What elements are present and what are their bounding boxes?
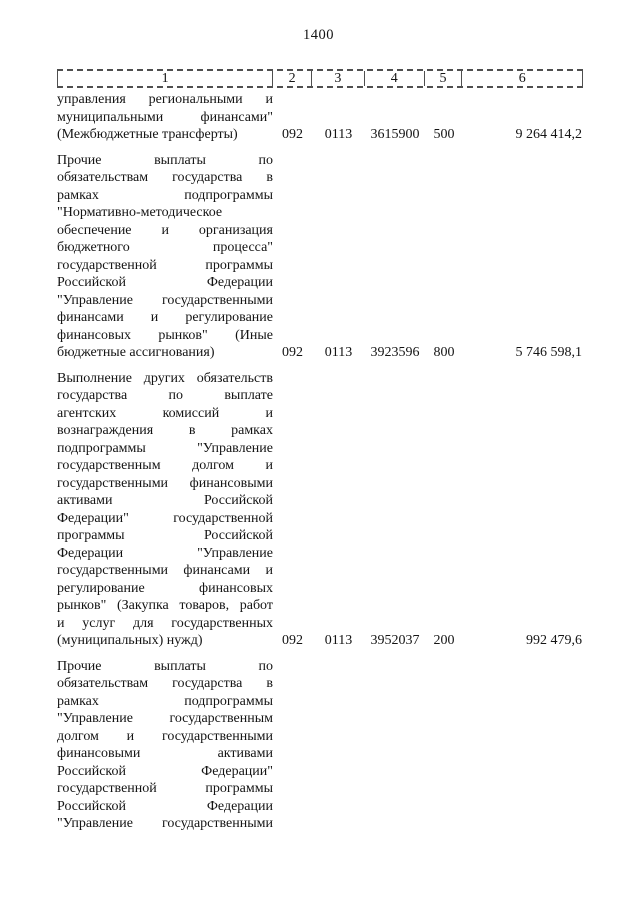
row-description-line: финансовыми активами (57, 746, 273, 761)
row-description-line: и услуг для государственных (57, 615, 273, 631)
row-code-cell: 500 (433, 127, 455, 142)
row-description-line: Федерации "Управление (57, 545, 273, 561)
row-description-line: Прочие выплаты по (57, 658, 273, 674)
row-code-cell: 092 (282, 127, 303, 142)
table-row: Прочие выплаты по обязательствам государс… (57, 658, 583, 833)
row-description-line: бюджетные ассигнования) (57, 345, 215, 360)
row-description-line: Российской Федерации (57, 275, 273, 290)
row-code-cell: 0113 (324, 633, 353, 648)
row-description-line: государственным долгом и (57, 458, 273, 473)
row-code-cell: 092 (282, 345, 303, 360)
row-amount-cell: 992 479,6 (526, 633, 582, 648)
row-code-cell: 200 (433, 633, 455, 648)
row-description-cell: Выполнение других обязательств государств… (57, 370, 273, 650)
row-description-line: государственными финансовыми (57, 475, 273, 491)
table-header-cell-2: 2 (273, 71, 313, 86)
row-description-line: Российской Федерации (57, 798, 273, 814)
table-row: управления региональными и муниципальными… (57, 91, 583, 144)
table-header-row: 1 2 3 4 5 6 (57, 69, 583, 88)
row-code-cell: 0113 (324, 127, 353, 142)
row-description-line: государственной программы (57, 257, 273, 273)
table-row: Выполнение других обязательств государств… (57, 370, 583, 650)
table-header-cell-4: 4 (365, 71, 425, 86)
row-description-line: регулирование финансовых (57, 580, 273, 596)
row-description-line: финансами и регулирование (57, 310, 273, 325)
row-code-cell: 3952037 (370, 633, 420, 648)
row-description-line: бюджетного процесса" (57, 240, 273, 255)
row-description-line: Выполнение других обязательств (57, 370, 273, 386)
row-description-line: финансовых рынков" (Иные (57, 327, 273, 343)
budget-table: 1 2 3 4 5 6 управления региональными и му… (57, 69, 583, 841)
row-description-line: рамках подпрограммы (57, 693, 273, 709)
row-description-line: государственными финансами и (57, 563, 273, 578)
row-description-line: государства по выплате (57, 388, 273, 403)
row-description-line: агентских комиссий и (57, 405, 273, 421)
row-description-line: "Управление государственным (57, 711, 273, 726)
row-description-line: Российской Федерации" (57, 763, 273, 779)
row-description-line: Прочие выплаты по (57, 152, 273, 168)
row-code-cell: 800 (433, 345, 455, 360)
row-description-line: подпрограммы "Управление (57, 440, 273, 456)
row-description-line: обязательствам государства в (57, 676, 273, 691)
row-description-line: управления региональными и (57, 92, 273, 107)
row-code-cell: 0113 (324, 345, 353, 360)
row-description-line: (Межбюджетные трансферты) (57, 127, 238, 142)
row-description-line: обеспечение и организация (57, 222, 273, 238)
row-description-line: обязательствам государства в (57, 170, 273, 185)
row-description-cell: Прочие выплаты по обязательствам государс… (57, 658, 273, 833)
row-description-line: "Управление государственными (57, 292, 273, 308)
row-description-line: "Нормативно-методическое (57, 205, 223, 220)
row-code-cell: 3923596 (370, 345, 420, 360)
table-header-cell-3: 3 (312, 71, 365, 86)
row-description-line: муниципальными финансами" (57, 109, 273, 125)
row-amount-cell: 5 746 598,1 (515, 345, 583, 360)
row-description-cell: Прочие выплаты по обязательствам государс… (57, 152, 273, 362)
row-code-cell: 092 (282, 633, 303, 648)
row-description-line: рынков" (Закупка товаров, работ (57, 598, 273, 613)
row-description-line: активами Российской (57, 493, 273, 508)
row-code-cell: 3615900 (370, 127, 420, 142)
row-description-line: вознаграждения в рамках (57, 423, 273, 438)
row-description-line: рамках подпрограммы (57, 187, 273, 203)
row-description-cell: управления региональными и муниципальными… (57, 91, 273, 144)
row-description-line: государственной программы (57, 781, 273, 796)
row-description-line: Федерации" государственной (57, 510, 273, 526)
row-description-line: (муниципальных) нужд) (57, 633, 203, 648)
row-description-line: "Управление государственными (57, 816, 273, 831)
table-header-cell-5: 5 (425, 71, 463, 86)
row-description-line: программы Российской (57, 528, 273, 543)
table-header-cell-6: 6 (518, 71, 526, 86)
table-body: управления региональными и муниципальными… (57, 88, 583, 833)
row-description-line: долгом и государственными (57, 728, 273, 744)
table-row: Прочие выплаты по обязательствам государс… (57, 152, 583, 362)
row-amount-cell: 9 264 414,2 (515, 127, 583, 142)
table-header-cell-1: 1 (58, 71, 274, 86)
page-number: 1400 (303, 27, 334, 43)
